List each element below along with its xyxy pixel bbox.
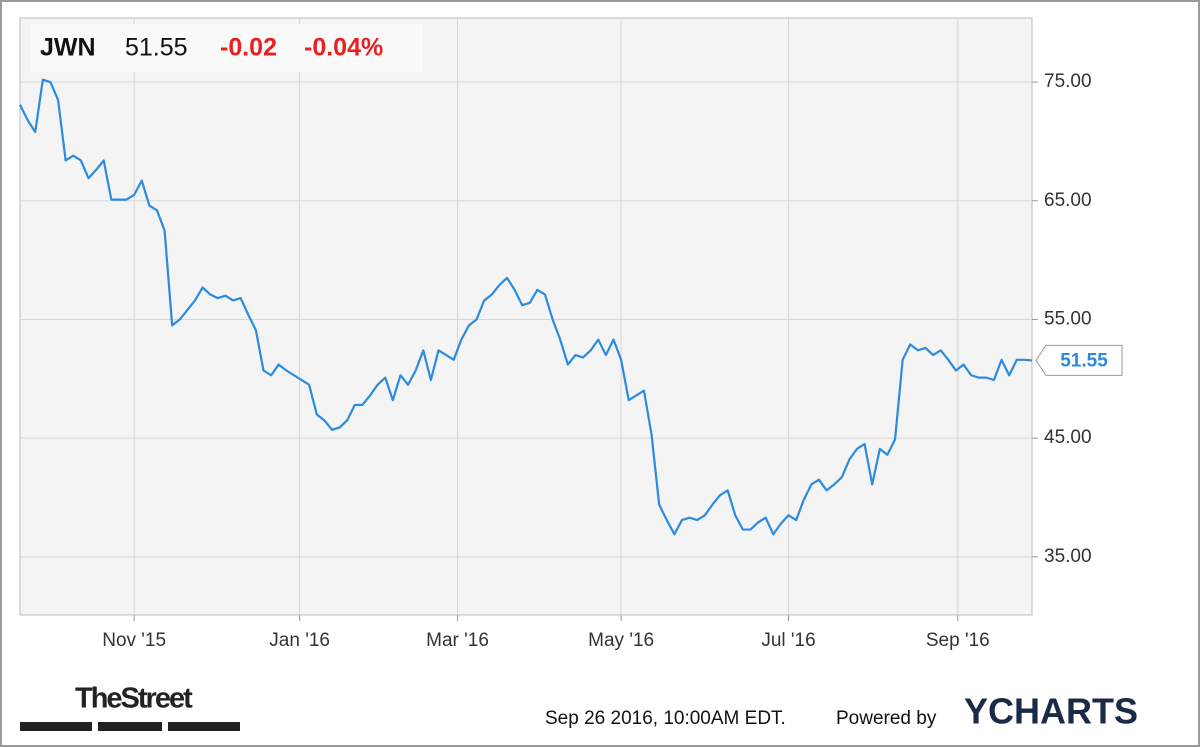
change-pct: -0.04% [304, 34, 383, 62]
grid [20, 18, 1032, 615]
price: 51.55 [125, 34, 188, 62]
x-tick-label: Jan '16 [269, 630, 330, 651]
brand-left: TheStreet [75, 683, 193, 715]
x-tick-label: Jul '16 [761, 630, 815, 651]
powered-by: Powered by [836, 708, 937, 729]
series-layer [19, 78, 1033, 536]
y-tick-label: 65.00 [1044, 190, 1092, 211]
brand-bar [98, 722, 162, 731]
price-line [19, 78, 1033, 536]
ticker: JWN [40, 34, 96, 62]
x-tick-label: May '16 [588, 630, 654, 651]
timestamp: Sep 26 2016, 10:00AM EDT. [545, 708, 786, 729]
ticks: 35.00 45.00 55.00 65.00 75.00 Nov '15 Jan '16 M… [102, 71, 1123, 651]
last-value-label: 51.55 [1060, 350, 1108, 371]
y-tick-label: 35.00 [1044, 546, 1092, 567]
brand-right: YCHARTS [964, 691, 1138, 732]
x-tick-label: Mar '16 [426, 630, 489, 651]
y-tick-label: 75.00 [1044, 71, 1092, 92]
y-tick-label: 45.00 [1044, 427, 1092, 448]
x-tick-label: Nov '15 [102, 630, 166, 651]
plot-area [19, 17, 1033, 616]
last-value-tag [1035, 344, 1123, 376]
change: -0.02 [220, 34, 277, 62]
header-box [30, 24, 422, 72]
brand-bar [20, 722, 92, 731]
x-tick-label: Sep '16 [926, 630, 990, 651]
brand-bar [168, 722, 240, 731]
y-tick-label: 55.00 [1044, 308, 1092, 329]
